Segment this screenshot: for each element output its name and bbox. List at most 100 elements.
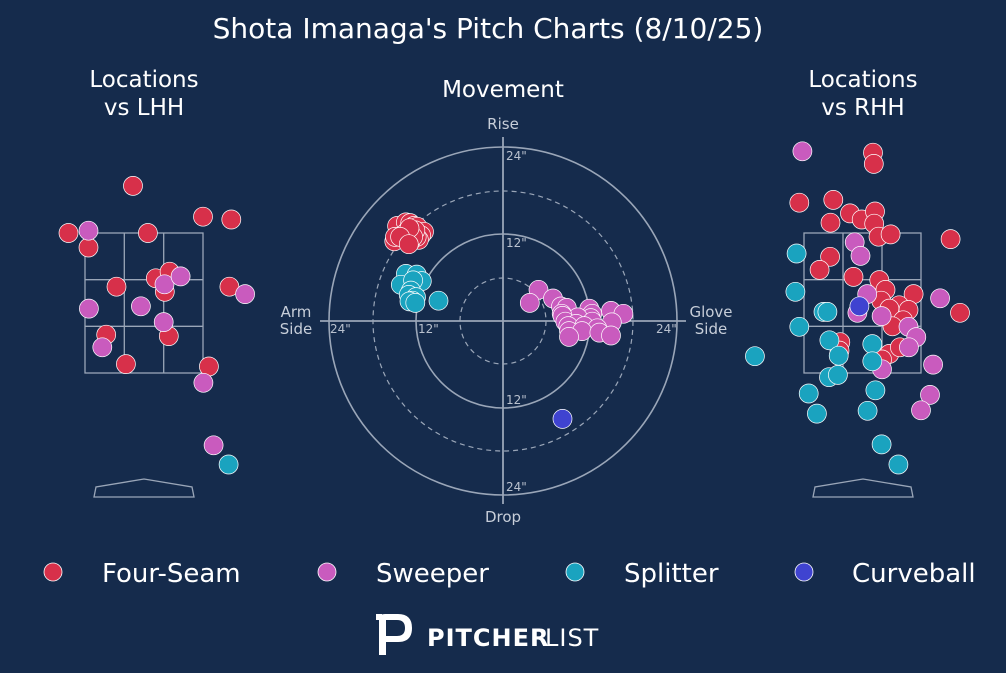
lhh-point-sweeper [79, 298, 99, 319]
legend: Four-Seam Sweeper Splitter Curveball [43, 559, 976, 589]
lhh-point-four-seam [138, 223, 158, 243]
legend-marker-sweeper [317, 562, 337, 582]
lhh-point-sweeper [203, 435, 224, 456]
lhh-point-sweeper [92, 337, 113, 358]
lhh-point-sweeper [153, 312, 174, 332]
brand-word-pitcher: PITCHER [427, 624, 549, 652]
rhh-point-splitter [745, 346, 765, 367]
legend-marker-four-seam [43, 562, 63, 582]
rhh-point-four-seam [809, 260, 830, 280]
rhh-point-splitter [888, 454, 909, 475]
rhh-point-curveball [849, 296, 870, 317]
lhh-point-four-seam [78, 237, 99, 258]
lhh-title-line2: vs LHH [104, 95, 184, 121]
lhh-point-sweeper [193, 372, 214, 393]
brand-word-list: LIST [545, 624, 599, 652]
axis-label-arm: Arm [281, 303, 312, 321]
rhh-point-splitter [785, 281, 806, 302]
rhh-point-splitter [789, 316, 810, 337]
lhh-point-sweeper [78, 220, 99, 241]
lhh-point-sweeper [170, 266, 191, 287]
rhh-points [745, 141, 970, 475]
pitcherlist-icon [376, 614, 412, 655]
rhh-point-sweeper [930, 288, 950, 309]
rhh-point-splitter [819, 330, 840, 351]
movement-point-sweeper [519, 293, 540, 313]
rhh-point-four-seam [863, 154, 884, 174]
lhh-point-four-seam [221, 209, 242, 230]
rhh-point-splitter [807, 403, 827, 424]
rhh-point-sweeper [923, 354, 943, 375]
rhh-point-splitter [828, 345, 849, 366]
axis-label-arm-side: Side [280, 320, 312, 338]
rhh-point-sweeper [899, 337, 919, 358]
rhh-point-four-seam [940, 229, 961, 249]
ring-label-left-12: 12" [418, 322, 439, 336]
movement-title: Movement [442, 77, 564, 103]
legend-label-curveball: Curveball [852, 559, 976, 589]
movement-axis-labels: Rise Drop Arm Side Glove Side [280, 115, 733, 526]
rhh-point-splitter [798, 383, 819, 404]
rhh-point-sweeper [850, 246, 871, 266]
movement-point-curveball [552, 409, 573, 429]
movement-point-four-seam [398, 234, 419, 255]
movement-point-sweeper [559, 327, 579, 347]
rhh-point-four-seam [823, 190, 844, 210]
ring-label-bottom-24: 24" [506, 480, 527, 494]
ring-label-top-24: 24" [506, 149, 527, 163]
chart-title: Shota Imanaga's Pitch Charts (8/10/25) [213, 12, 764, 45]
rhh-point-sweeper [920, 385, 940, 405]
axis-label-rise: Rise [487, 115, 519, 133]
rhh-point-four-seam [820, 246, 840, 267]
movement-points [384, 212, 634, 429]
rhh-point-sweeper [911, 400, 931, 421]
rhh-point-four-seam [789, 192, 810, 213]
pitcherlist-logo: PITCHER LIST [376, 614, 599, 655]
rhh-point-four-seam [843, 267, 864, 287]
ring-label-right-24: 24" [656, 322, 677, 336]
legend-marker-curveball [794, 562, 814, 582]
legend-marker-splitter [565, 562, 585, 582]
ring-label-left-24: 24" [330, 322, 351, 336]
rhh-point-splitter [865, 380, 886, 401]
lhh-title-line1: Locations [89, 67, 198, 93]
rhh-title-line2: vs RHH [821, 95, 904, 121]
rhh-point-splitter [862, 334, 883, 354]
lhh-point-four-seam [106, 276, 127, 297]
lhh-home-plate [93, 478, 195, 498]
movement-ring-labels: 24" 12" 12" 24" 24" 12" 24" [330, 149, 677, 494]
movement-point-sweeper [601, 325, 621, 346]
rhh-title-line1: Locations [808, 67, 917, 93]
lhh-point-four-seam [123, 176, 143, 196]
rhh-point-splitter [786, 243, 807, 264]
rhh-point-splitter [862, 351, 883, 372]
lhh-points [58, 176, 255, 475]
rhh-point-sweeper [871, 306, 892, 326]
rhh-point-splitter [828, 365, 848, 385]
lhh-point-four-seam [58, 223, 79, 243]
lhh-point-splitter [218, 454, 239, 475]
rhh-point-sweeper [792, 141, 813, 162]
rhh-point-four-seam [950, 302, 970, 323]
lhh-point-four-seam [193, 206, 213, 227]
ring-label-bottom-12: 12" [506, 393, 527, 407]
rhh-point-four-seam [820, 212, 841, 233]
rhh-home-plate [812, 478, 914, 498]
legend-label-four-seam: Four-Seam [102, 559, 241, 589]
movement-point-splitter [405, 293, 426, 313]
axis-label-glove: Glove [689, 303, 732, 321]
rhh-point-splitter [857, 400, 878, 421]
ring-label-top-12: 12" [506, 236, 527, 250]
movement-point-splitter [428, 290, 449, 311]
rhh-point-splitter [871, 434, 892, 455]
axis-label-glove-side: Side [695, 320, 727, 338]
rhh-point-four-seam [880, 224, 901, 245]
lhh-point-sweeper [235, 284, 255, 304]
axis-label-drop: Drop [485, 508, 521, 526]
legend-label-splitter: Splitter [624, 559, 719, 589]
rhh-zone-border [803, 232, 922, 374]
lhh-point-sweeper [154, 274, 175, 295]
lhh-point-sweeper [131, 296, 151, 317]
legend-label-sweeper: Sweeper [376, 559, 489, 589]
